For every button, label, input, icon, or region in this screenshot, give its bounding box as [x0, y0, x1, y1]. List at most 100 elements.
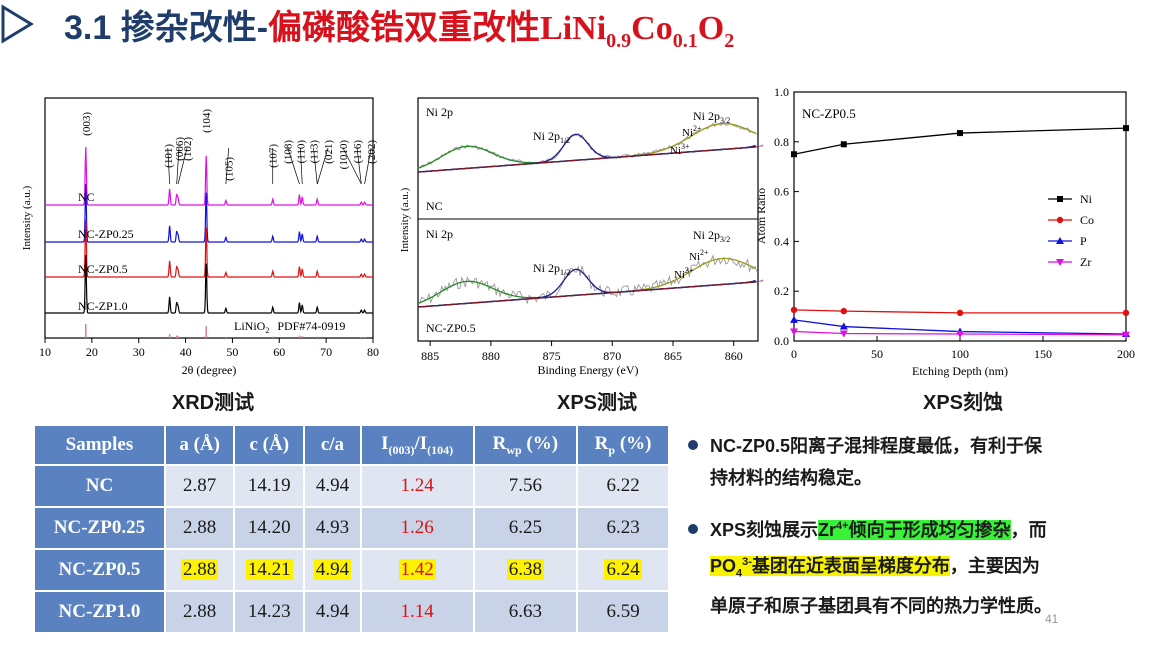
xps-top-peak-half: Ni 2p1/2 — [533, 129, 570, 145]
etch-y-label: Atom Ratio — [754, 188, 768, 244]
play-arrow-icon — [1, 4, 34, 44]
etch-y-tick-label: 1.0 — [774, 86, 789, 99]
etch-series-ni — [791, 125, 1129, 158]
table-cell-ca: 4.94 — [303, 464, 362, 508]
table-cell-ratio: 1.42 — [359, 548, 475, 592]
etch-point — [840, 141, 847, 148]
bullet-cation-mixing: NC-ZP0.5阳离子混排程度最低，有利于保 持材料的结构稳定。 — [688, 430, 1128, 494]
xrd-chart: 10 20 30 40 50 60 70 80 NC NC-ZP0.25 NC-ZP0.5 N… — [21, 97, 379, 377]
etch-x-tick-label: 200 — [1117, 347, 1135, 361]
xps-x-ticks: 885880875870865860855 — [421, 341, 743, 363]
table-header-intensity-ratio: I(003)/I(104) — [359, 424, 475, 466]
etch-point — [1056, 237, 1064, 244]
xrd-peak-arrow — [225, 147, 230, 185]
xrd-caption: XRD测试 — [171, 392, 255, 414]
etch-legend-label: P — [1080, 234, 1087, 248]
xrd-x-tick-label: 30 — [133, 345, 145, 359]
xps-x-tick-label: 865 — [664, 349, 682, 363]
page-number: 41 — [1045, 612, 1059, 626]
etch-axes: 0 50 100 150 200 0.0 0.2 0.4 0.6 0.8 1.0 — [774, 86, 1135, 361]
etch-x-tick-label: 100 — [951, 347, 969, 361]
xrd-x-ticks: 10 20 30 40 50 60 70 80 — [39, 338, 379, 359]
xps-top-sample: NC — [426, 199, 443, 213]
table-cell-rp: 6.22 — [576, 464, 670, 508]
table-cell-a: 2.88 — [163, 506, 236, 550]
etch-caption: XPS刻蚀 — [922, 392, 1004, 414]
xrd-peak-arrow — [356, 147, 362, 185]
xps-x-tick-label: 860 — [725, 349, 743, 363]
etch-point — [1122, 331, 1130, 339]
etch-y-tick-label: 0.0 — [774, 334, 789, 348]
table-cell-sample: NC-ZP1.0 — [33, 590, 166, 634]
xps-bottom-ni3: Ni3+ — [674, 266, 694, 281]
xps-fit-2p-half — [417, 133, 756, 173]
xrd-x-tick-label: 60 — [273, 345, 285, 359]
xps-bottom-peak-half: Ni 2p1/2 — [533, 261, 570, 277]
xps-panel-nc — [417, 122, 763, 173]
table-cell-rwp: 6.38 — [472, 548, 579, 592]
etch-point — [1123, 125, 1129, 132]
xps-top-title: Ni 2p — [426, 105, 453, 119]
table-cell-rp: 6.59 — [576, 590, 670, 634]
etch-y-tick-label: 0.2 — [774, 284, 789, 298]
table-cell-sample: NC — [33, 464, 166, 508]
xrd-peak-label: (116) — [352, 140, 364, 164]
etch-x-tick-label: 150 — [1034, 347, 1052, 361]
xps-x-tick-label: 875 — [543, 349, 561, 363]
xps-bottom-title: Ni 2p — [426, 227, 453, 241]
etch-series-co — [790, 306, 1130, 317]
xrd-pattern-nc-zp05 — [45, 218, 373, 278]
xrd-reference-sticks — [85, 324, 366, 338]
etch-chart: 0 50 100 150 200 0.0 0.2 0.4 0.6 0.8 1.0 Ni Co P Zr N… — [754, 86, 1135, 378]
bullet-xps-etching: XPS刻蚀展示Zr4+倾向于形成均匀掺杂，而 PO43-基团在近表面呈梯度分布，… — [688, 510, 1128, 622]
etch-series-line — [793, 319, 1127, 335]
etch-x-tick-label: 0 — [791, 347, 797, 361]
table-cell-c: 14.21 — [233, 548, 306, 592]
etch-legend-label: Ni — [1080, 192, 1093, 206]
xps-fit-satellite — [417, 145, 756, 169]
table-header-row: Samples a (Å) c (Å) c/a I(003)/I(104) Rw… — [33, 424, 670, 466]
slide-title-bar: 3.1 掺杂改性-偏磷酸锆双重改性LiNi0.9Co0.1O2 — [0, 0, 1100, 52]
xrd-pattern-nc — [45, 146, 373, 206]
xrd-x-tick-label: 40 — [180, 345, 192, 359]
xrd-peak-label: (102) — [182, 137, 194, 161]
xps-fit-ni3 — [744, 144, 763, 148]
xps-background — [417, 281, 759, 308]
xrd-peak-label: (110) — [295, 140, 307, 164]
xrd-reference-label: LiNiO2 PDF#74-0919 — [234, 319, 345, 335]
xps-panel-nc-zp05 — [417, 254, 763, 308]
xrd-peak-label: (113) — [308, 140, 320, 164]
xps-bottom-peak-three: Ni 2p3/2 — [693, 228, 730, 244]
xrd-peak-arrow — [287, 147, 300, 185]
etch-y-tick-label: 0.6 — [774, 185, 789, 199]
etch-point — [956, 309, 964, 317]
xrd-peak-arrow — [177, 147, 188, 185]
xrd-peak-arrow — [167, 147, 170, 185]
etch-point — [839, 330, 848, 338]
xrd-x-tick-label: 70 — [320, 345, 332, 359]
etch-series-line — [793, 309, 1126, 314]
etch-point — [791, 151, 797, 158]
table-cell-ca: 4.93 — [303, 506, 362, 550]
table-row: NC-ZP0.25 2.88 14.20 4.93 1.26 6.25 6.23 — [33, 506, 670, 550]
etch-chart-title: NC-ZP0.5 — [802, 106, 856, 121]
xrd-peak-arrow — [313, 147, 318, 185]
xps-caption: XPS测试 — [556, 392, 638, 414]
xrd-peak-label: (202) — [366, 140, 378, 164]
xps-y-label: Intensity (a.u.) — [399, 187, 411, 252]
xrd-peak-label: (006) — [174, 137, 186, 161]
etch-point — [957, 130, 963, 137]
etch-point — [839, 322, 848, 330]
xrd-peak-arrow — [342, 147, 362, 185]
table-header-rp: Rp (%) — [576, 424, 670, 466]
xps-bottom-ni2: Ni2+ — [689, 248, 709, 263]
etch-x-tick-label: 50 — [871, 347, 883, 361]
etch-series-line — [793, 127, 1127, 155]
xrd-peak-label: (104) — [201, 109, 213, 133]
lattice-parameters-table: Samples a (Å) c (Å) c/a I(003)/I(104) Rw… — [33, 424, 670, 634]
table-header-a: a (Å) — [163, 424, 236, 466]
etch-x-label: Etching Depth (nm) — [912, 364, 1008, 378]
table-header-rwp: Rwp (%) — [472, 424, 579, 466]
etch-legend-label: Zr — [1080, 255, 1091, 269]
xps-fit-ni3 — [744, 279, 763, 283]
